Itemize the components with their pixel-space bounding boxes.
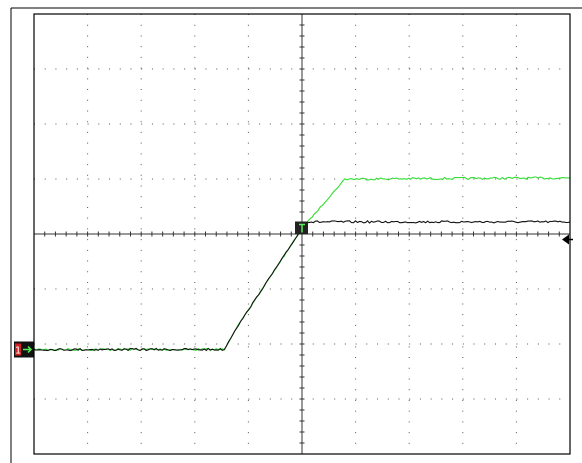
marker-layer: 1 <box>14 221 573 358</box>
ground-marker-label: 1 <box>15 346 21 357</box>
right-arrow-icon <box>23 345 33 354</box>
trigger-point-marker <box>295 221 308 235</box>
plot-frame <box>33 13 571 455</box>
left-arrow-icon <box>562 234 569 245</box>
ground-reference-marker: 1 <box>14 341 34 358</box>
